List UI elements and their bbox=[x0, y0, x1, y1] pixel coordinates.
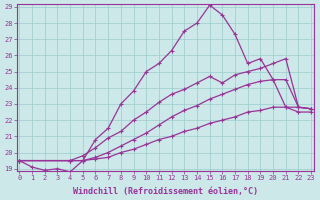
X-axis label: Windchill (Refroidissement éolien,°C): Windchill (Refroidissement éolien,°C) bbox=[73, 187, 258, 196]
